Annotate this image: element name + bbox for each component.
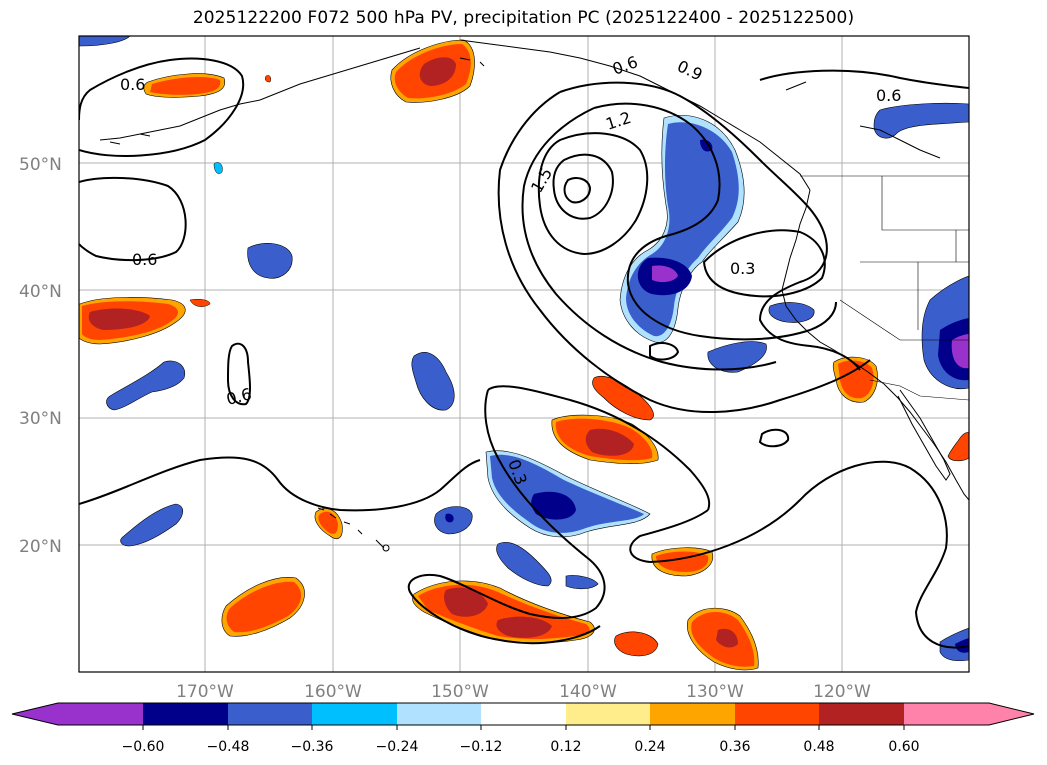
map-title: 2025122200 F072 500 hPa PV, precipitatio… bbox=[192, 8, 855, 28]
colorbar-label-7: 0.24 bbox=[634, 739, 665, 755]
colorbar-label-1: −0.60 bbox=[122, 739, 165, 755]
colorbar-segment-5 bbox=[397, 703, 481, 725]
lon-label-120w: 120°W bbox=[813, 682, 871, 702]
colorbar-segment-1 bbox=[58, 703, 143, 725]
lon-label-160w: 160°W bbox=[304, 682, 362, 702]
colorbar-label-8: 0.36 bbox=[719, 739, 750, 755]
lon-label-130w: 130°W bbox=[686, 682, 744, 702]
colorbar-label-6: 0.12 bbox=[550, 739, 581, 755]
colorbar-segment-3 bbox=[228, 703, 312, 725]
colorbar-label-3: −0.36 bbox=[291, 739, 334, 755]
colorbar-label-2: −0.48 bbox=[207, 739, 250, 755]
colorbar-outline bbox=[11, 702, 1035, 726]
colorbar-segment-6 bbox=[481, 703, 566, 725]
lon-label-140w: 140°W bbox=[559, 682, 617, 702]
colorbar-segment-10 bbox=[819, 703, 904, 725]
colorbar-segment-8 bbox=[650, 703, 735, 725]
colorbar-label-9: 0.48 bbox=[803, 739, 834, 755]
contour-label-5: 0.6 bbox=[876, 86, 901, 105]
contour-label-1: 0.6 bbox=[120, 75, 145, 94]
colorbar-extend-high bbox=[904, 703, 1034, 725]
borders bbox=[800, 175, 969, 401]
colorbar-label-4: −0.24 bbox=[376, 739, 419, 755]
colorbar-segment-7 bbox=[566, 703, 650, 725]
coastlines bbox=[99, 39, 969, 552]
lat-label-20n: 20°N bbox=[19, 537, 62, 557]
pv-contours bbox=[79, 57, 969, 649]
contour-label-2: 0.6 bbox=[132, 250, 157, 269]
lat-axis: 50°N 40°N 30°N 20°N bbox=[19, 155, 62, 557]
lon-label-150w: 150°W bbox=[431, 682, 489, 702]
colorbar-segment-4 bbox=[312, 703, 397, 725]
positive-precip-regions bbox=[79, 39, 969, 671]
map-frame bbox=[78, 35, 970, 673]
lon-axis: 170°W 160°W 150°W 140°W 130°W 120°W bbox=[176, 682, 871, 702]
negative-precip-regions bbox=[79, 36, 969, 662]
lat-label-40n: 40°N bbox=[19, 282, 62, 302]
colorbar-segment-9 bbox=[735, 703, 819, 725]
contour-label-9: 0.3 bbox=[730, 259, 755, 278]
colorbar: −0.60 −0.48 −0.36 −0.24 −0.12 0.12 0.24 … bbox=[11, 702, 1035, 755]
colorbar-extend-low bbox=[12, 703, 58, 725]
colorbar-label-5: −0.12 bbox=[460, 739, 503, 755]
lat-label-30n: 30°N bbox=[19, 409, 62, 429]
colorbar-label-10: 0.60 bbox=[888, 739, 919, 755]
colorbar-segment-2 bbox=[143, 703, 228, 725]
lat-label-50n: 50°N bbox=[19, 155, 62, 175]
lon-label-170w: 170°W bbox=[176, 682, 234, 702]
